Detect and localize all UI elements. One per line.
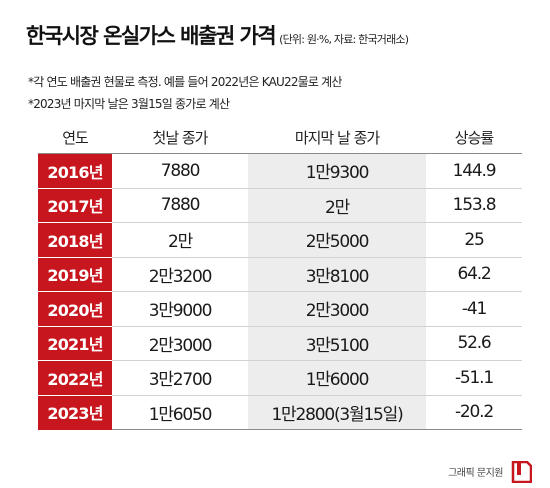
year-cell: 2022년	[38, 360, 112, 396]
rate-cell: -51.1	[426, 360, 522, 396]
last-close-cell: 1만2800(3월15일)	[248, 395, 426, 430]
price-table: 연도 첫날 종가 마지막 날 종가 상승률 2016년 7880 1만9300 …	[38, 121, 522, 430]
first-close-cell: 7880	[112, 188, 248, 223]
last-close-cell: 2만5000	[248, 222, 426, 258]
first-close-cell: 3만2700	[112, 360, 248, 396]
last-close-cell: 3만5100	[248, 326, 426, 361]
first-close-cell: 2만3000	[112, 326, 248, 361]
rate-cell: 153.8	[426, 188, 522, 223]
graphic-credit: 그래픽 문지원	[448, 468, 503, 479]
last-close-cell: 3만8100	[248, 257, 426, 292]
table-row: 2019년 2만3200 3만8100 64.2	[38, 257, 522, 292]
page-title: 한국시장 온실가스 배출권 가격	[26, 24, 277, 48]
rate-cell: -41	[426, 291, 522, 327]
table-row: 2016년 7880 1만9300 144.9	[38, 153, 522, 189]
newspaper-logo-icon	[511, 461, 532, 483]
year-cell: 2019년	[38, 257, 112, 292]
rate-cell: 64.2	[426, 257, 522, 292]
year-cell: 2021년	[38, 326, 112, 361]
first-close-cell: 1만6050	[112, 395, 248, 430]
column-header-last-close: 마지막 날 종가	[248, 121, 426, 154]
rate-cell: 52.6	[426, 326, 522, 361]
table-header-row: 연도 첫날 종가 마지막 날 종가 상승률	[38, 121, 522, 154]
last-close-cell: 1만9300	[248, 153, 426, 189]
first-close-cell: 2만3200	[112, 257, 248, 292]
column-header-year: 연도	[38, 121, 112, 154]
table-row: 2021년 2만3000 3만5100 52.6	[38, 326, 522, 361]
last-close-cell: 1만6000	[248, 360, 426, 396]
year-cell: 2023년	[38, 395, 112, 430]
column-header-first-close: 첫날 종가	[112, 121, 248, 154]
footnote-measurement: *각 연도 배출권 현물로 측정. 예를 들어 2022년은 KAU22물로 계…	[28, 75, 342, 89]
last-close-cell: 2만	[248, 188, 426, 223]
title-row: 한국시장 온실가스 배출권 가격 (단위: 원·%, 자료: 한국거래소)	[26, 20, 536, 50]
first-close-cell: 7880	[112, 153, 248, 189]
last-close-cell: 2만3000	[248, 291, 426, 327]
table-row: 2020년 3만9000 2만3000 -41	[38, 291, 522, 327]
table-row: 2022년 3만2700 1만6000 -51.1	[38, 360, 522, 396]
year-cell: 2020년	[38, 291, 112, 327]
rate-cell: -20.2	[426, 395, 522, 430]
table-row: 2023년 1만6050 1만2800(3월15일) -20.2	[38, 395, 522, 430]
table-row: 2018년 2만 2만5000 25	[38, 222, 522, 258]
year-cell: 2018년	[38, 222, 112, 258]
first-close-cell: 2만	[112, 222, 248, 258]
first-close-cell: 3만9000	[112, 291, 248, 327]
rate-cell: 25	[426, 222, 522, 258]
year-cell: 2016년	[38, 153, 112, 189]
unit-source-note: (단위: 원·%, 자료: 한국거래소)	[279, 33, 409, 46]
year-cell: 2017년	[38, 188, 112, 223]
table-row: 2017년 7880 2만 153.8	[38, 188, 522, 223]
footnote-2023: *2023년 마지막 날은 3월15일 종가로 계산	[28, 97, 230, 111]
rate-cell: 144.9	[426, 153, 522, 189]
column-header-rate: 상승률	[426, 121, 522, 154]
